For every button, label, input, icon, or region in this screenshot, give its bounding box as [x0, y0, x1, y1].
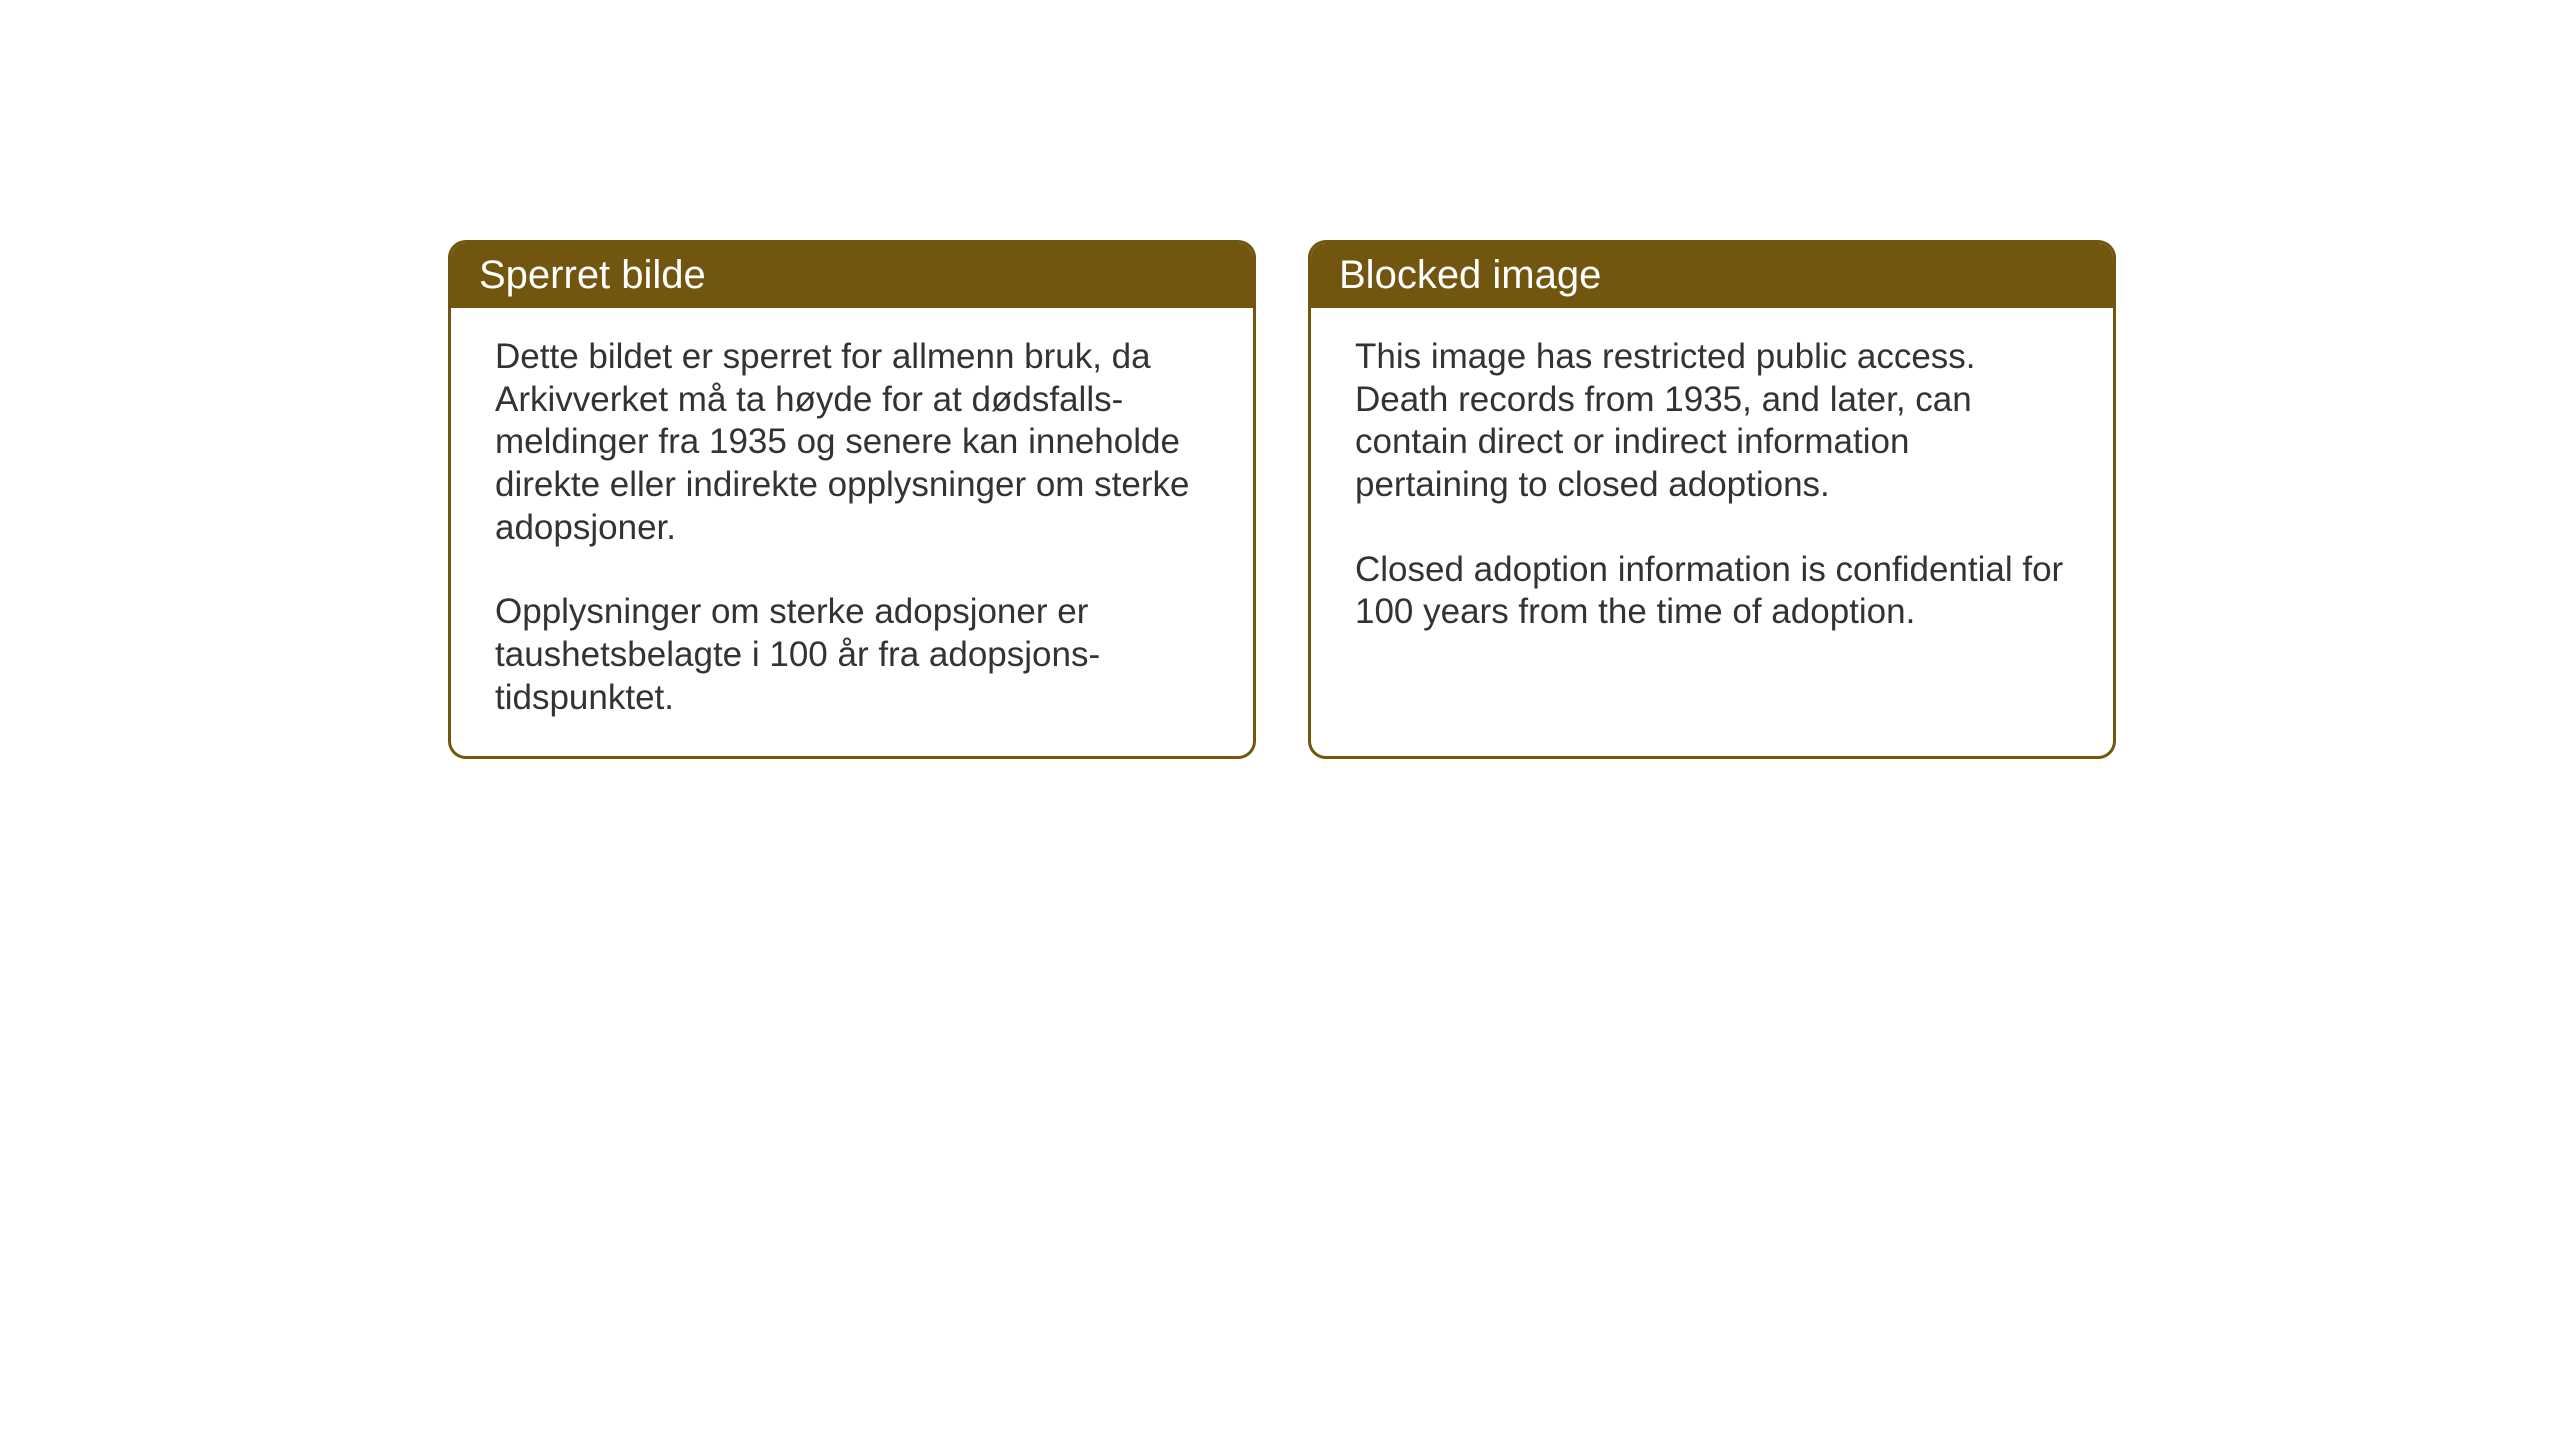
notice-paragraph: Opplysninger om sterke adopsjoner er tau… [495, 591, 1209, 719]
notice-card-norwegian: Sperret bilde Dette bildet er sperret fo… [448, 240, 1256, 759]
notice-container: Sperret bilde Dette bildet er sperret fo… [448, 240, 2116, 759]
card-body-norwegian: Dette bildet er sperret for allmenn bruk… [451, 308, 1253, 756]
notice-paragraph: Closed adoption information is confident… [1355, 549, 2069, 634]
card-body-english: This image has restricted public access.… [1311, 308, 2113, 670]
notice-card-english: Blocked image This image has restricted … [1308, 240, 2116, 759]
card-header-norwegian: Sperret bilde [451, 243, 1253, 308]
card-header-english: Blocked image [1311, 243, 2113, 308]
notice-paragraph: This image has restricted public access.… [1355, 336, 2069, 507]
notice-paragraph: Dette bildet er sperret for allmenn bruk… [495, 336, 1209, 549]
